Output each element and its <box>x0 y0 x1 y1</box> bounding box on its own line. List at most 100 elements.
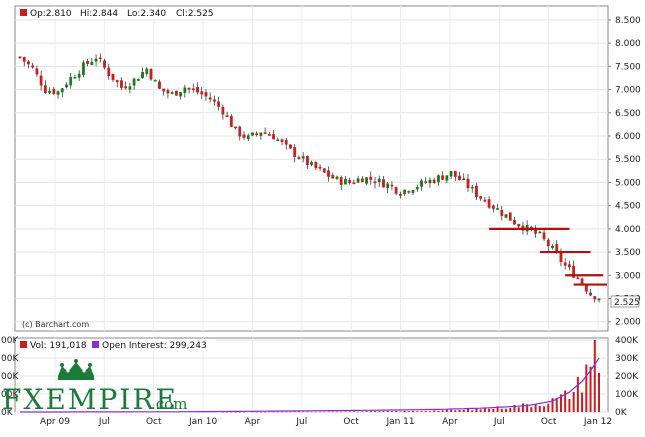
candle <box>360 176 364 183</box>
volume-bar <box>509 408 512 412</box>
candle-body-down <box>432 179 436 183</box>
volume-bar <box>496 406 499 412</box>
candle <box>204 88 208 101</box>
candle-body-down <box>149 69 153 80</box>
header-close: Cl:2.525 <box>176 9 214 19</box>
candle <box>513 216 516 225</box>
candle <box>94 54 98 67</box>
candle <box>255 131 259 137</box>
candle-body-down <box>546 239 550 247</box>
volume-bar <box>445 409 448 412</box>
candle <box>551 244 554 250</box>
volume-bar <box>412 410 415 412</box>
candle-body-down <box>327 170 330 177</box>
volume-bar <box>302 411 305 413</box>
volume-header-bg <box>16 339 216 350</box>
candle <box>322 168 326 174</box>
candle <box>120 77 123 91</box>
candle-body-down <box>166 90 170 94</box>
candle <box>145 67 149 77</box>
resistance-lines <box>489 227 607 286</box>
candle <box>500 206 504 221</box>
volume-bar <box>576 376 579 412</box>
volume-bar <box>390 411 393 412</box>
candle <box>331 172 335 179</box>
volume-bar <box>238 411 241 413</box>
candle <box>196 82 199 95</box>
candle <box>48 87 51 95</box>
volume-bar <box>420 411 423 412</box>
volume-bar <box>264 411 267 413</box>
volume-bar <box>276 411 279 413</box>
candle <box>242 131 246 140</box>
candle <box>73 74 77 79</box>
candle <box>563 258 567 270</box>
candle <box>174 90 178 96</box>
volume-bar <box>581 392 584 412</box>
candle <box>542 228 546 241</box>
candle-body-up <box>597 298 601 301</box>
candle-body-up <box>251 132 254 136</box>
volume-bar <box>221 411 224 413</box>
candle-body-up <box>48 90 51 93</box>
candle <box>217 96 221 111</box>
candle-body-down <box>314 161 318 169</box>
candle <box>111 73 115 82</box>
price-tick-label: 8.500 <box>615 16 641 26</box>
candle-body-up <box>437 175 440 183</box>
candle <box>318 164 322 172</box>
candle-body-down <box>491 205 495 209</box>
candle <box>86 58 90 67</box>
candle-body-up <box>538 231 542 234</box>
candle-body-down <box>453 170 457 177</box>
volume-bar <box>369 411 372 412</box>
candle-body-down <box>331 174 335 179</box>
candle <box>136 78 140 81</box>
candle <box>18 56 22 59</box>
volume-bar <box>293 411 296 413</box>
volume-bar <box>357 411 360 413</box>
candle-body-down <box>221 106 225 115</box>
candle <box>297 155 301 160</box>
volume-bar <box>230 411 233 413</box>
candle-body-down <box>217 101 221 107</box>
price-tick-label: 8.000 <box>615 39 641 49</box>
candle <box>496 203 499 210</box>
candle <box>487 195 491 209</box>
candle <box>183 84 187 98</box>
candle <box>107 64 111 80</box>
candle-body-up <box>386 183 390 188</box>
candle <box>441 171 445 180</box>
candle <box>424 177 428 185</box>
candle-body-down <box>107 67 111 76</box>
candle-body-down <box>360 178 364 183</box>
volume-plot-area <box>14 337 609 413</box>
candle-body-down <box>103 60 106 68</box>
candle-body-up <box>462 178 466 180</box>
candle <box>251 132 254 137</box>
candle-body-down <box>272 134 275 140</box>
candle-body-up <box>415 186 419 190</box>
candle-body-down <box>293 147 297 158</box>
candle-body-down <box>441 175 445 180</box>
candle <box>272 129 275 140</box>
candle-body-up <box>470 186 474 189</box>
candle <box>284 138 288 150</box>
price-header-bg <box>16 7 216 19</box>
candle-body-down <box>373 181 377 184</box>
candle-body-down <box>322 168 326 173</box>
candle-body-down <box>479 196 483 199</box>
candle <box>348 177 352 185</box>
candle <box>259 132 263 140</box>
candle-body-down <box>584 285 588 292</box>
candle-body-down <box>297 157 301 159</box>
candle-body-down <box>120 80 123 88</box>
volume-bar <box>344 411 347 412</box>
price-tick-label: 4.500 <box>615 202 641 212</box>
volume-bar <box>352 411 355 412</box>
candle-body-down <box>398 194 402 196</box>
candle-body-down <box>263 132 267 134</box>
x-tick-label: Jul <box>295 417 307 427</box>
candle <box>213 95 216 106</box>
candle <box>597 298 601 303</box>
